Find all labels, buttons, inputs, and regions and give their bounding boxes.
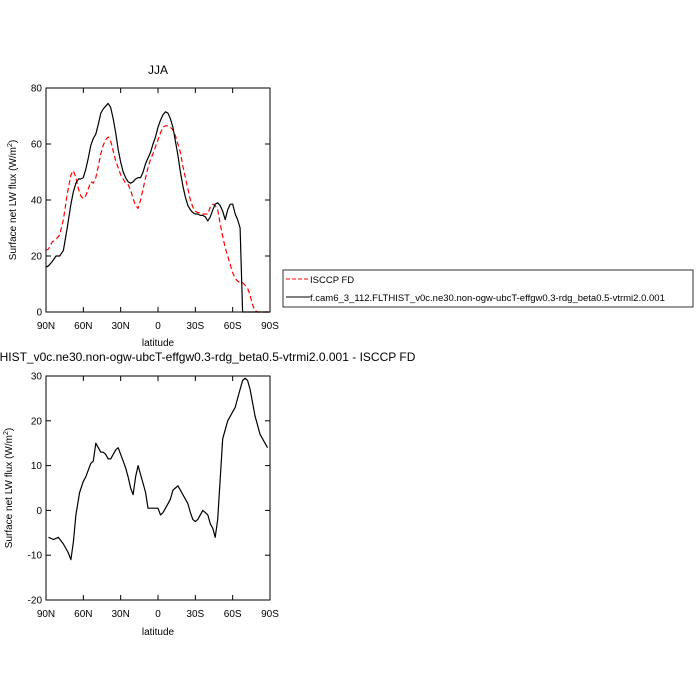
y-tick-label: 0 [36,308,42,319]
x-tick-label: 90S [261,321,279,332]
legend-box [282,269,694,308]
bottom-panel-series-group [48,377,269,561]
x-tick-label: 90S [261,609,279,620]
legend-label-isccp-fd: ISCCP FD [310,275,354,286]
top-panel-series-group [45,102,270,313]
bottom-panel-y-axis: -20 -10 0 10 20 30 [28,372,270,607]
top-panel-series-line-0 [45,125,270,313]
bottom-panel-x-axis: 90N 60N 30N 0 30S 60S 90S [37,376,279,620]
x-tick-label: 30S [186,321,204,332]
top-panel-y-axis: 0 20 40 60 80 [31,84,270,319]
top-panel-plot-frame [45,87,271,313]
bottom-panel-y-axis-label: Surface net LW flux (W/m2) [3,428,15,548]
x-tick-label: 60N [74,321,92,332]
x-tick-label: 60N [74,609,92,620]
top-panel-title: JJA [148,63,168,77]
top-panel-x-axis-label: latitude [142,338,175,349]
bottom-panel: f.cam6_3_112.FLTHIST_v0c.ne30.non-ogw-ub… [0,350,416,638]
y-tick-label: 80 [31,84,43,95]
x-tick-label: 30N [111,321,129,332]
top-panel-x-axis: 90N 60N 30N 0 30S 60S 90S [37,88,279,332]
y-tick-label: 40 [31,196,43,207]
x-tick-label: 30S [186,609,204,620]
legend-label-model: f.cam6_3_112.FLTHIST_v0c.ne30.non-ogw-ub… [310,293,665,304]
x-tick-label: 60S [224,609,242,620]
y-tick-label: 20 [31,416,43,427]
bottom-panel-series-line-0 [48,377,269,561]
y-tick-label: -10 [28,551,43,562]
top-panel-series-line-1 [45,102,270,313]
x-tick-label: 90N [37,321,55,332]
bottom-panel-title: f.cam6_3_112.FLTHIST_v0c.ne30.non-ogw-ub… [0,350,416,364]
x-tick-label: 60S [224,321,242,332]
top-panel: JJA 0 20 40 60 80 90N 60N 30N 0 30S 60S 90S latitu… [7,63,279,349]
legend: ISCCP FD f.cam6_3_112.FLTHIST_v0c.ne30.n… [282,269,694,308]
y-tick-label: 0 [36,506,42,517]
y-tick-label: 20 [31,252,43,263]
y-tick-label: 60 [31,140,43,151]
y-tick-label: -20 [28,596,43,607]
y-tick-label: 30 [31,372,43,383]
y-tick-label: 10 [31,461,43,472]
bottom-panel-plot-frame [45,375,271,601]
x-tick-label: 0 [155,609,161,620]
x-tick-label: 0 [155,321,161,332]
bottom-panel-x-axis-label: latitude [142,627,175,638]
x-tick-label: 30N [111,609,129,620]
top-panel-y-axis-label: Surface net LW flux (W/m2) [7,140,19,260]
x-tick-label: 90N [37,609,55,620]
